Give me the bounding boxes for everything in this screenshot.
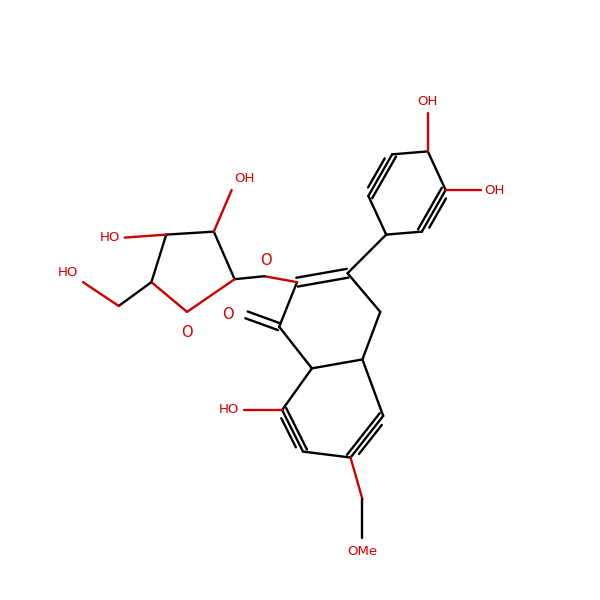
Text: OH: OH [235,172,255,185]
Text: HO: HO [58,266,78,279]
Text: O: O [222,307,233,322]
Text: OH: OH [484,184,505,197]
Text: HO: HO [100,231,120,244]
Text: O: O [260,253,272,268]
Text: O: O [181,325,193,340]
Text: HO: HO [218,403,239,416]
Text: OMe: OMe [347,545,377,558]
Text: OH: OH [418,95,438,108]
